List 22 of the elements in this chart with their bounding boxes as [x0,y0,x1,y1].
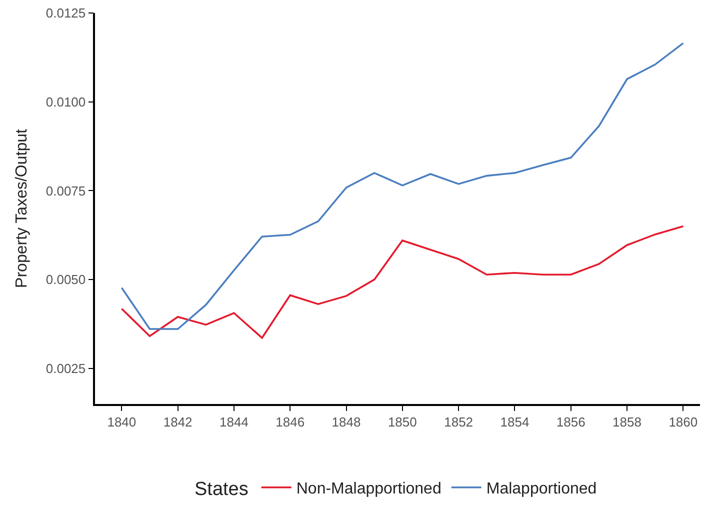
x-tick-label: 1854 [500,414,530,430]
x-tick-label: 1844 [220,414,248,430]
x-tick-label: 1850 [388,414,417,430]
legend-label: Non-Malapportioned [296,480,442,498]
x-tick-label: 1842 [163,414,192,430]
y-tick-label: 0.0075 [46,183,86,198]
line-series [120,225,684,339]
y-axis-title: Property Taxes/Output [13,128,30,288]
x-tick-label: 1840 [107,414,136,430]
x-tick-label: 1846 [276,414,305,430]
x-tick-label: 1848 [332,414,361,430]
y-tick-label: 0.0125 [46,6,86,21]
x-tick-label: 1860 [668,414,698,430]
legend-label: Malapportioned [486,480,597,498]
y-tick-label: 0.0050 [46,272,86,288]
x-tick-label: 1856 [556,414,586,430]
line-series [120,42,684,330]
y-tick-label: 0.0100 [46,94,86,110]
legend-title: States [194,479,248,500]
y-tick-label: 0.0025 [46,361,86,376]
x-tick-label: 1858 [612,414,642,430]
x-tick-label: 1852 [444,414,474,430]
